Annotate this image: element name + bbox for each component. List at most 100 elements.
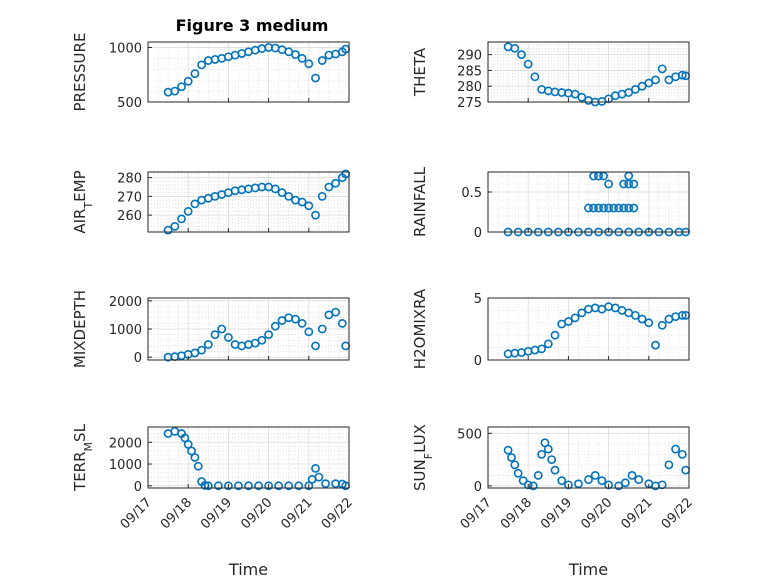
data-point: [244, 481, 253, 491]
data-point: [170, 86, 180, 96]
y-axis-label: TERRMSL: [71, 423, 95, 492]
axes-box: [487, 41, 690, 103]
data-point: [533, 470, 543, 480]
y-tick-label: 0: [134, 480, 142, 495]
data-point: [177, 82, 186, 92]
data-point: [510, 460, 520, 470]
x-tick-label: 09/17: [458, 495, 495, 532]
data-point: [234, 481, 243, 491]
subplot-2: 260 270 280 AIRTEMP: [71, 169, 351, 235]
x-tick-label: 09/22: [319, 495, 356, 532]
data-point: [637, 314, 647, 324]
data-point: [297, 318, 307, 328]
data-point: [550, 330, 560, 340]
data-point: [574, 479, 583, 489]
y-tick-label: 285: [457, 64, 482, 79]
data-point: [657, 64, 667, 74]
axes-box: [147, 41, 350, 103]
data-point: [634, 475, 644, 484]
data-point: [187, 446, 196, 456]
y-tick-label: 2000: [109, 436, 142, 451]
subplot-5: 0 5 H2OMIXRA: [411, 288, 691, 369]
data-point: [183, 440, 193, 449]
x-tick-label: 09/21: [279, 495, 316, 532]
data-point: [604, 179, 613, 189]
data-point: [537, 449, 546, 459]
y-tick-label: 275: [457, 96, 482, 111]
y-tick-label: 500: [457, 427, 482, 442]
y-tick-label: 290: [457, 49, 482, 64]
data-point: [528, 481, 538, 491]
data-point: [317, 324, 327, 334]
data-point: [170, 221, 180, 231]
data-point: [290, 50, 300, 59]
y-tick-label: 1000: [109, 458, 142, 473]
data-point: [197, 345, 206, 355]
data-point: [597, 476, 607, 486]
data-point: [530, 72, 540, 82]
data-point: [200, 480, 210, 490]
data-point: [599, 203, 608, 213]
x-tick-label: 09/22: [659, 495, 696, 532]
axes-box: [147, 426, 350, 489]
data-point: [213, 481, 223, 491]
data-point: [297, 197, 307, 207]
y-tick-label: 1000: [109, 41, 142, 56]
data-point: [677, 449, 687, 459]
data-point: [594, 203, 603, 213]
data-point: [651, 340, 660, 350]
data-point: [614, 481, 624, 491]
y-tick-label: 0: [474, 226, 482, 241]
data-point: [570, 313, 580, 323]
data-point: [664, 460, 674, 470]
data-point: [304, 327, 314, 337]
data-point: [324, 182, 334, 192]
data-point: [564, 317, 573, 326]
data-point: [314, 472, 324, 482]
data-point: [550, 465, 560, 475]
data-point: [589, 203, 598, 213]
data-point: [518, 476, 528, 486]
y-tick-label: 2000: [109, 295, 142, 310]
data-point: [619, 179, 629, 189]
data-point: [277, 188, 287, 198]
data-point: [264, 330, 273, 340]
data-point: [609, 203, 619, 213]
data-point: [217, 324, 227, 334]
data-point: [543, 444, 553, 454]
y-tick-label: 280: [117, 172, 142, 187]
data-point: [557, 476, 567, 486]
data-point: [190, 199, 200, 209]
data-point: [624, 203, 634, 213]
y-tick-label: 280: [457, 80, 482, 95]
data-point: [337, 318, 347, 328]
data-point: [523, 59, 533, 69]
x-tick-label: 09/17: [118, 495, 155, 532]
y-axis-label: H2OMIXRA: [411, 288, 429, 369]
figure-title: Figure 3 medium: [176, 16, 329, 35]
data-point: [644, 78, 654, 88]
subplot-6: 0 1000 2000 09/17 09/18 09/19 09/20 09/21 09/22 T…: [71, 423, 356, 579]
data-point: [570, 89, 580, 99]
axes-box: [487, 426, 690, 489]
data-point: [624, 179, 634, 189]
y-tick-label: 0.5: [461, 186, 482, 201]
data-point: [629, 203, 639, 213]
data-point: [321, 479, 330, 489]
data-point: [677, 310, 687, 320]
y-axis-label: RAINFALL: [411, 166, 429, 237]
data-point: [180, 433, 190, 443]
data-point: [644, 318, 654, 328]
y-tick-label: 0: [474, 354, 482, 369]
subplot-3: 0 0.5 RAINFALL: [411, 166, 691, 241]
data-point: [304, 201, 314, 211]
x-tick-label: 09/18: [158, 495, 195, 532]
y-tick-label: 0: [474, 480, 482, 495]
data-point: [331, 307, 340, 317]
data-point: [290, 314, 300, 324]
data-point: [631, 84, 640, 94]
axes-box: [487, 171, 690, 233]
data-point: [197, 60, 206, 70]
x-tick-label: 09/20: [238, 495, 275, 532]
